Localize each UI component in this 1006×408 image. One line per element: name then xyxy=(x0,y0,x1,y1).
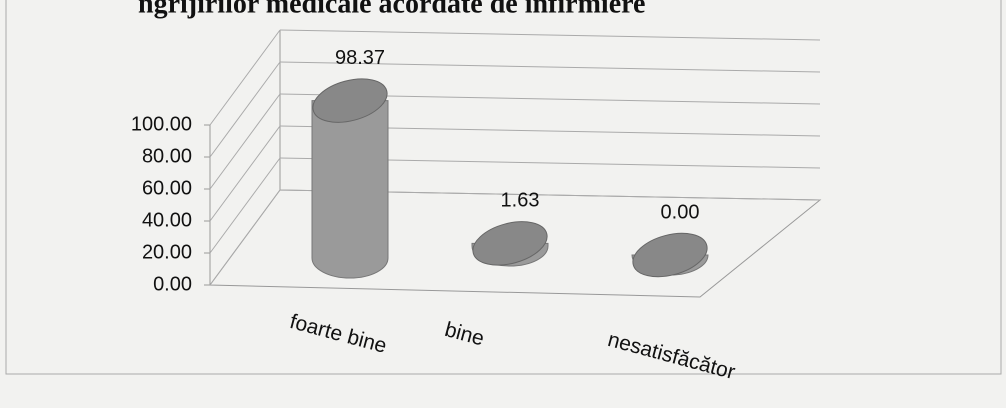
y-tick-label: 0.00 xyxy=(153,273,192,295)
grid-line xyxy=(209,93,281,190)
bar-part xyxy=(472,221,548,266)
grid-line xyxy=(209,189,281,286)
y-tick-label: 60.00 xyxy=(142,177,192,199)
bar xyxy=(311,78,389,279)
value-label: 1.63 xyxy=(501,190,540,212)
grid-line xyxy=(279,29,821,41)
x-tick-label: bine xyxy=(442,318,486,350)
y-tick-label: 20.00 xyxy=(142,241,192,263)
y-tick-label: 80.00 xyxy=(142,145,192,167)
bar xyxy=(631,232,709,278)
x-tick-label: foarte bine xyxy=(287,310,389,358)
value-label: 98.37 xyxy=(335,47,385,69)
chart-title: ngrijirilor medicale acordate de infirmi… xyxy=(138,0,645,19)
bar xyxy=(471,221,549,267)
x-tick-label: nesatisfăcător xyxy=(605,328,737,384)
grid-line xyxy=(279,61,821,73)
grid-line xyxy=(209,29,281,126)
bar-part xyxy=(311,100,389,279)
chart-frame xyxy=(5,0,1002,375)
bar-part xyxy=(312,78,388,123)
y-tick-label: 40.00 xyxy=(142,209,192,231)
grid-line xyxy=(209,61,281,158)
grid-line xyxy=(209,157,281,254)
grid-line xyxy=(209,125,281,222)
y-tick-label: 100.00 xyxy=(131,113,192,135)
value-label: 0.00 xyxy=(661,201,700,223)
bar-part xyxy=(632,232,708,278)
